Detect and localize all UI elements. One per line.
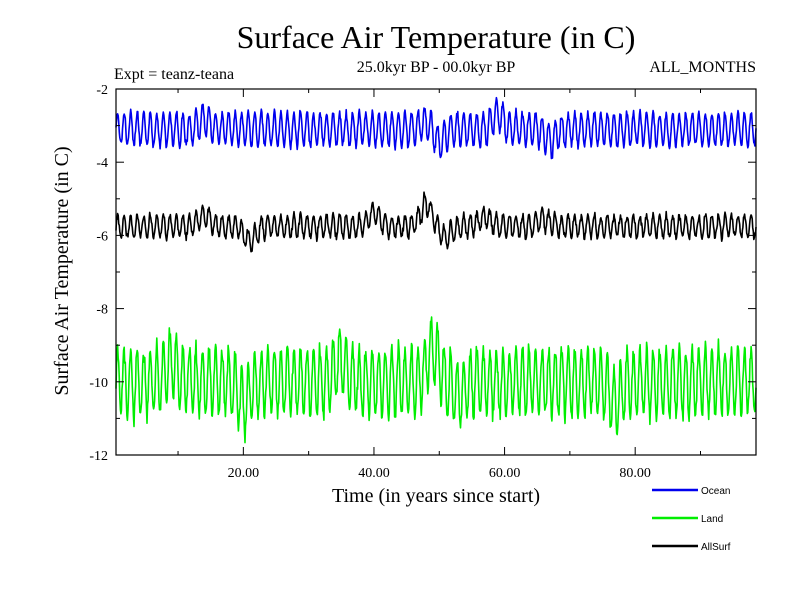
series-line-land xyxy=(115,316,757,444)
y-tick-label: -12 xyxy=(89,449,108,464)
chart-title: Surface Air Temperature (in C) xyxy=(237,19,636,55)
y-tick-label: -10 xyxy=(89,376,108,391)
axis-layer: -2 -4 -6 -8 -10 -12 20.00 40.00 60.00 80.00 xyxy=(89,83,756,481)
time-range-label: 25.0kyr BP - 00.0kyr BP xyxy=(357,59,516,76)
y-tick-label: -2 xyxy=(96,83,108,98)
y-tick-label: -6 xyxy=(96,229,108,244)
series-line-ocean xyxy=(115,96,757,160)
experiment-label: Expt = teanz-teana xyxy=(114,66,234,83)
y-axis-label: Surface Air Temperature (in C) xyxy=(51,146,73,395)
y-tick-label: -4 xyxy=(96,156,108,171)
series-line-allsurf xyxy=(115,191,757,253)
y-tick-label: -8 xyxy=(96,303,108,318)
months-label: ALL_MONTHS xyxy=(649,59,756,76)
x-axis-label: Time (in years since start) xyxy=(332,485,540,507)
x-tick-label: 80.00 xyxy=(619,466,651,481)
x-tick-label: 40.00 xyxy=(358,466,390,481)
series-layer xyxy=(115,96,757,444)
x-tick-label: 20.00 xyxy=(228,466,260,481)
x-tick-label: 60.00 xyxy=(489,466,521,481)
legend-label-ocean: Ocean xyxy=(701,486,730,497)
legend-label-land: Land xyxy=(701,514,723,525)
plot-frame xyxy=(115,88,757,456)
legend-label-allsurf: AllSurf xyxy=(701,542,731,553)
legend: Ocean Land AllSurf xyxy=(652,486,731,553)
